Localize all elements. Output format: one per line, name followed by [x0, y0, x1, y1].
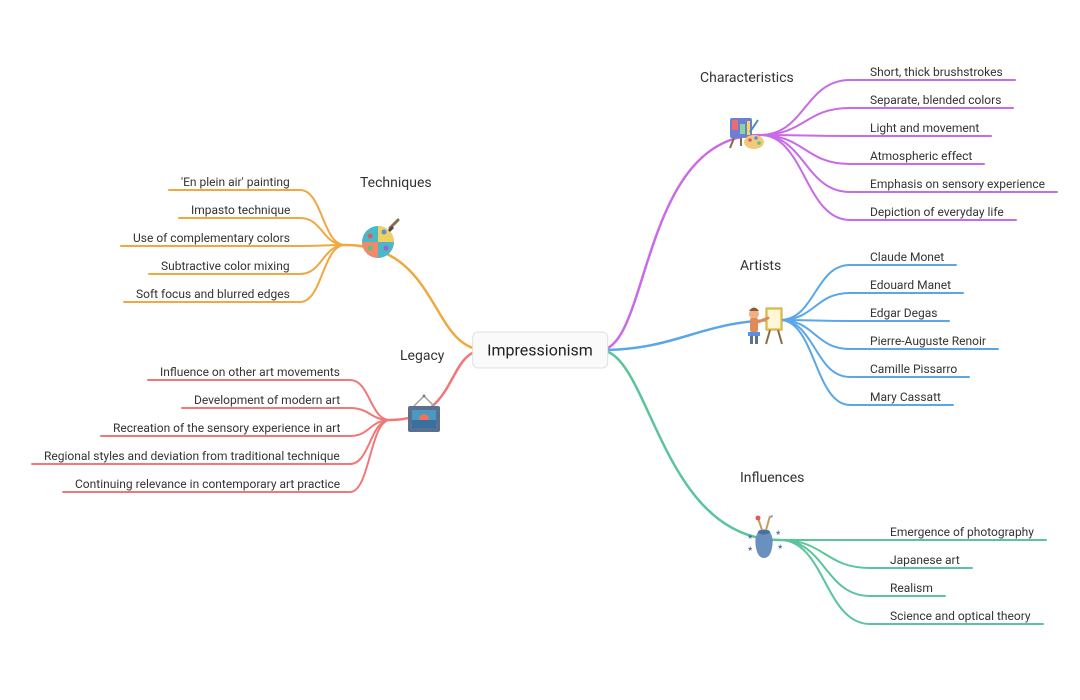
leaf-item: Japanese art [890, 553, 960, 569]
leaf-connector [300, 218, 345, 245]
leaf-item: Edouard Manet [870, 278, 951, 294]
leaf-connector [300, 190, 345, 245]
leaf-item: Depiction of everyday life [870, 205, 1004, 221]
leaf-item: Mary Cassatt [870, 390, 941, 406]
leaf-item: Continuing relevance in contemporary art… [75, 477, 340, 493]
branch-label-characteristics: Characteristics [700, 70, 794, 86]
leaf-item: Regional styles and deviation from tradi… [44, 449, 340, 465]
leaf-item: Camille Pissarro [870, 362, 957, 378]
leaf-item: Claude Monet [870, 250, 944, 266]
leaf-connector [760, 135, 850, 164]
branch-label-techniques: Techniques [360, 175, 432, 191]
leaf-connector [780, 540, 870, 624]
leaf-connector [300, 245, 345, 274]
leaf-item: Realism [890, 581, 933, 597]
leaf-item: Edgar Degas [870, 306, 937, 322]
svg-text:*: * [778, 544, 783, 555]
leaf-item: Science and optical theory [890, 609, 1031, 625]
leaf-connector [350, 420, 390, 492]
easel-palette-icon [720, 112, 768, 160]
painter-icon [740, 300, 788, 348]
leaf-item: Influence on other art movements [160, 365, 340, 381]
leaf-item: Impasto technique [191, 203, 290, 219]
branch-curve-characteristics [600, 135, 760, 350]
leaf-connector [780, 320, 850, 349]
leaf-connector [780, 540, 870, 568]
leaf-connector [780, 293, 850, 320]
svg-text:*: * [748, 546, 753, 557]
svg-text:*: * [776, 530, 781, 541]
branch-label-influences: Influences [740, 470, 804, 486]
vase-brushes-icon: * * * * [740, 514, 788, 562]
leaf-connector [780, 320, 850, 405]
palette-brush-icon [356, 218, 404, 266]
leaf-item: Short, thick brushstrokes [870, 65, 1003, 81]
leaf-connector [780, 265, 850, 320]
leaf-item: Subtractive color mixing [161, 259, 290, 275]
branch-label-legacy: Legacy [400, 348, 444, 364]
leaf-item: Development of modern art [194, 393, 340, 409]
leaf-connector [760, 108, 850, 135]
svg-text:*: * [748, 534, 753, 545]
leaf-connector [760, 80, 850, 135]
leaf-item: Atmospheric effect [870, 149, 972, 165]
leaf-item: Pierre-Auguste Renoir [870, 334, 986, 350]
leaf-item: Recreation of the sensory experience in … [113, 421, 340, 437]
branch-label-artists: Artists [740, 258, 781, 274]
leaf-item: Use of complementary colors [133, 231, 290, 247]
center-node: Impressionism [472, 332, 608, 369]
framed-picture-icon [400, 392, 448, 440]
leaf-item: Separate, blended colors [870, 93, 1001, 109]
leaf-item: Emergence of photography [890, 525, 1034, 541]
leaf-item: Emphasis on sensory experience [870, 177, 1045, 193]
branch-curve-influences [600, 350, 780, 540]
leaf-item: Soft focus and blurred edges [136, 287, 290, 303]
leaf-connector [760, 135, 850, 220]
leaf-item: 'En plein air' painting [181, 175, 290, 191]
leaf-item: Light and movement [870, 121, 979, 137]
